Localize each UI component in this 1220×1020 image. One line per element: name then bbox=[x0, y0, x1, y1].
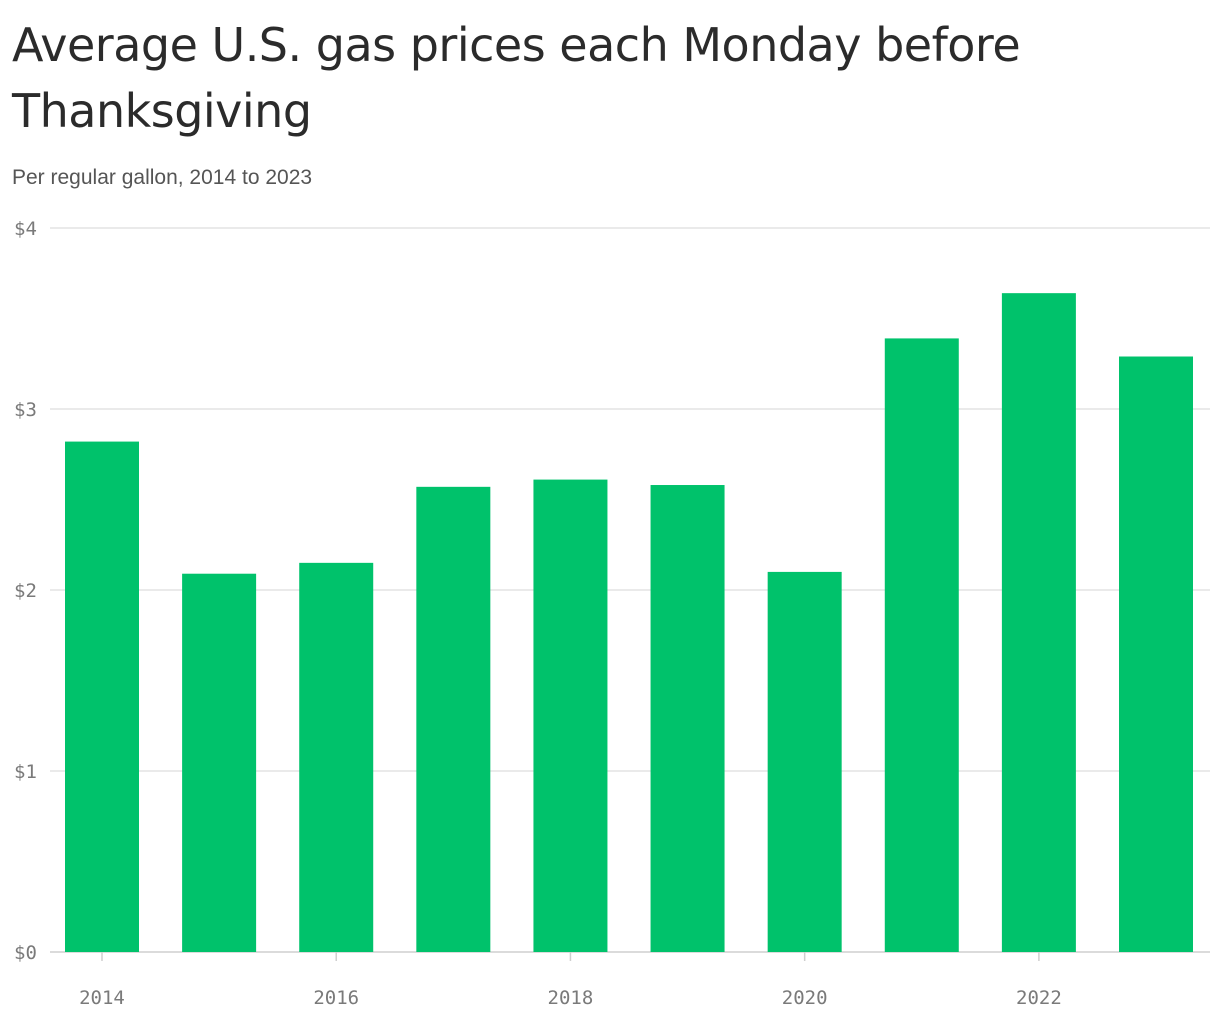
bar-2016 bbox=[299, 562, 374, 952]
x-tick-label: 2020 bbox=[782, 987, 828, 1009]
y-tick-label: $1 bbox=[14, 761, 37, 783]
bar-2020 bbox=[767, 571, 842, 952]
x-tick-label: 2016 bbox=[313, 987, 359, 1009]
y-axis-labels: $0 $1 $2 $3 $4 bbox=[14, 218, 37, 964]
bar-2023 bbox=[1119, 356, 1193, 952]
bars bbox=[65, 293, 1193, 952]
bar-2022 bbox=[1001, 293, 1076, 952]
y-tick-label: $0 bbox=[14, 942, 37, 964]
x-tick-label: 2018 bbox=[548, 987, 594, 1009]
x-tick-label: 2014 bbox=[79, 987, 125, 1009]
chart-subtitle: Per regular gallon, 2014 to 2023 bbox=[12, 166, 313, 189]
bar-2015 bbox=[182, 573, 257, 952]
y-tick-label: $3 bbox=[14, 399, 37, 421]
bar-2018 bbox=[533, 479, 608, 952]
bar-2017 bbox=[416, 486, 491, 952]
bar-2014 bbox=[65, 441, 139, 952]
x-tick-label: 2022 bbox=[1016, 987, 1062, 1009]
chart-title: Average U.S. gas prices each Monday befo… bbox=[12, 18, 1021, 138]
bar-2019 bbox=[650, 485, 725, 952]
x-axis: 2014 2016 2018 2020 2022 bbox=[79, 952, 1062, 1009]
y-tick-label: $2 bbox=[14, 580, 37, 602]
y-tick-label: $4 bbox=[14, 218, 37, 240]
bar-2021 bbox=[884, 338, 959, 952]
